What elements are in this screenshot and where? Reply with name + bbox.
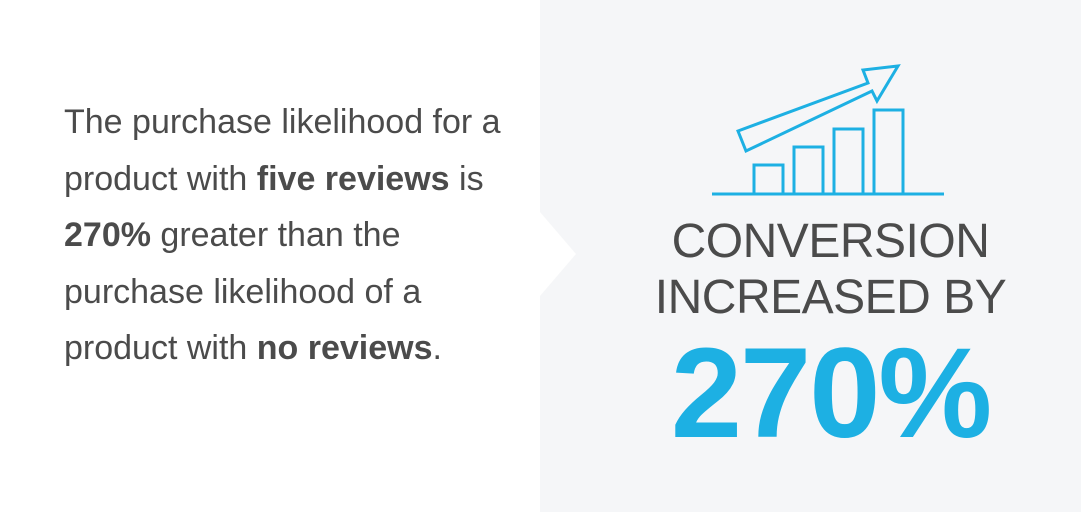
- statement-bold-percentage: 270%: [64, 216, 151, 254]
- left-panel: [0, 0, 540, 512]
- right-panel: [540, 0, 1081, 512]
- statement-part-3: greater than the purchase likelihood of …: [64, 216, 422, 367]
- highlight-value: 270%: [670, 322, 992, 465]
- statement-bold-no-reviews: no reviews: [256, 329, 433, 367]
- icon-bar-2: [792, 145, 825, 196]
- statement-text: The purchase likelihood for a product wi…: [64, 94, 524, 377]
- icon-bar-3: [832, 127, 865, 196]
- statement-part-2: is: [449, 159, 484, 198]
- headline-line-2: INCREASED BY: [654, 271, 1007, 324]
- statement-part-4: .: [432, 329, 442, 367]
- headline-line-1: CONVERSION: [671, 215, 990, 268]
- icon-bar-4: [872, 108, 905, 196]
- icon-bar-1: [752, 163, 785, 196]
- icon-arrow: [736, 64, 901, 154]
- pointer-arrow: [540, 212, 576, 296]
- statement-part-1: The purchase likelihood for a product wi…: [64, 103, 501, 198]
- statement-bold-five-reviews: five reviews: [256, 159, 450, 198]
- bar-chart-rising-arrow-icon: [712, 64, 944, 196]
